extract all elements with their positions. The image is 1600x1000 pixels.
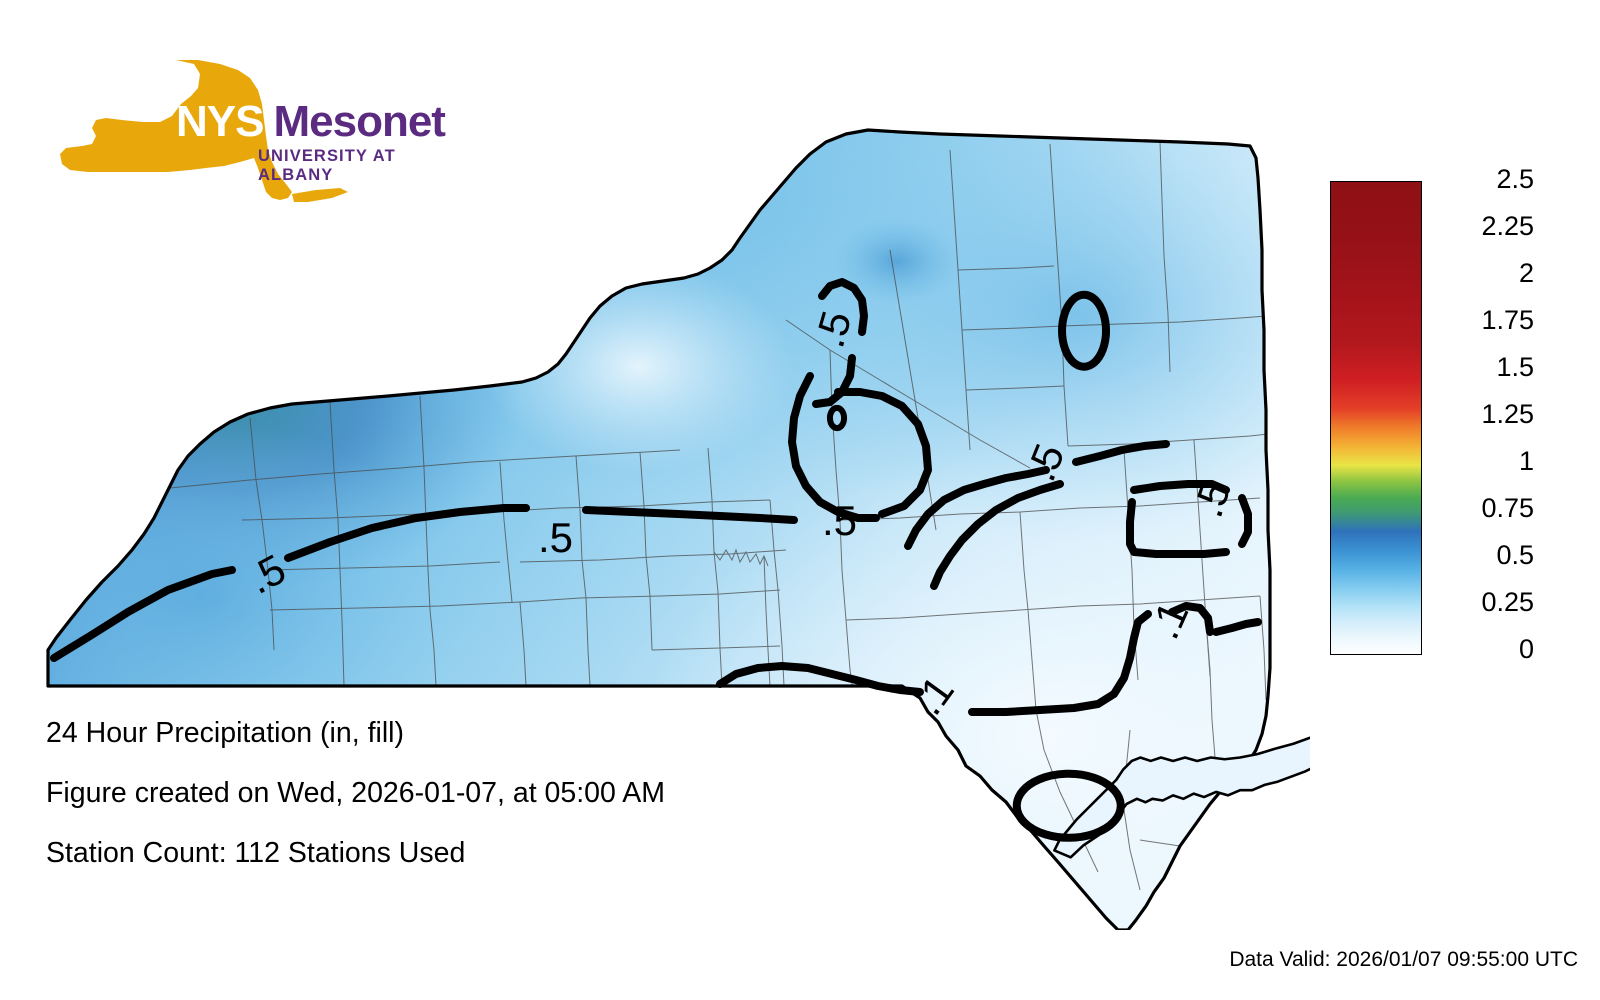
long-island-outline (1053, 736, 1310, 859)
logo-text-nys: NYS (176, 97, 264, 146)
caption-stations: Station Count: 112 Stations Used (46, 837, 466, 869)
colorbar-gradient (1331, 182, 1421, 654)
caption-created: Figure created on Wed, 2026-01-07, at 05… (46, 777, 665, 809)
logo-text-mesonet: Mesonet (273, 97, 445, 146)
contour-label: .5 (822, 497, 857, 544)
map-svg: .5 .5 .5 .5 .5 .5 .1 .1 (46, 128, 1310, 930)
colorbar-tick: 2 (1518, 258, 1534, 288)
colorbar-tick-labels: 2.5 2.25 2 1.75 1.5 1.25 1 0.75 0.5 0.25… (1434, 160, 1584, 676)
colorbar-tick: 1.25 (1481, 399, 1534, 429)
colorbar (1330, 181, 1422, 655)
colorbar-tick: 2.25 (1481, 211, 1534, 241)
colorbar-tick: 1.75 (1481, 305, 1534, 335)
caption-block: 24 Hour Precipitation (in, fill) Figure … (46, 718, 866, 898)
colorbar-tick: 1 (1518, 446, 1534, 476)
data-valid-timestamp: Data Valid: 2026/01/07 09:55:00 UTC (1229, 948, 1578, 971)
colorbar-tick: 0 (1518, 634, 1534, 664)
colorbar-tick: 0.5 (1496, 540, 1534, 570)
logo-subtitle: UNIVERSITY AT ALBANY (258, 147, 396, 184)
contour-label: .5 (538, 514, 573, 561)
colorbar-tick: 1.5 (1496, 352, 1534, 382)
nys-mesonet-logo: NYS Mesonet UNIVERSITY AT ALBANY (48, 58, 446, 208)
caption-title: 24 Hour Precipitation (in, fill) (46, 717, 404, 749)
colorbar-tick: 0.25 (1481, 587, 1534, 617)
colorbar-tick: 0.75 (1481, 493, 1534, 523)
colorbar-tick: 2.5 (1496, 164, 1534, 194)
precipitation-map: .5 .5 .5 .5 .5 .5 .1 .1 (20, 50, 1310, 930)
contour-lines (50, 278, 1262, 842)
logo-wordmark: NYS Mesonet UNIVERSITY AT ALBANY (176, 97, 446, 185)
logo-ny-state-shape (60, 60, 348, 202)
